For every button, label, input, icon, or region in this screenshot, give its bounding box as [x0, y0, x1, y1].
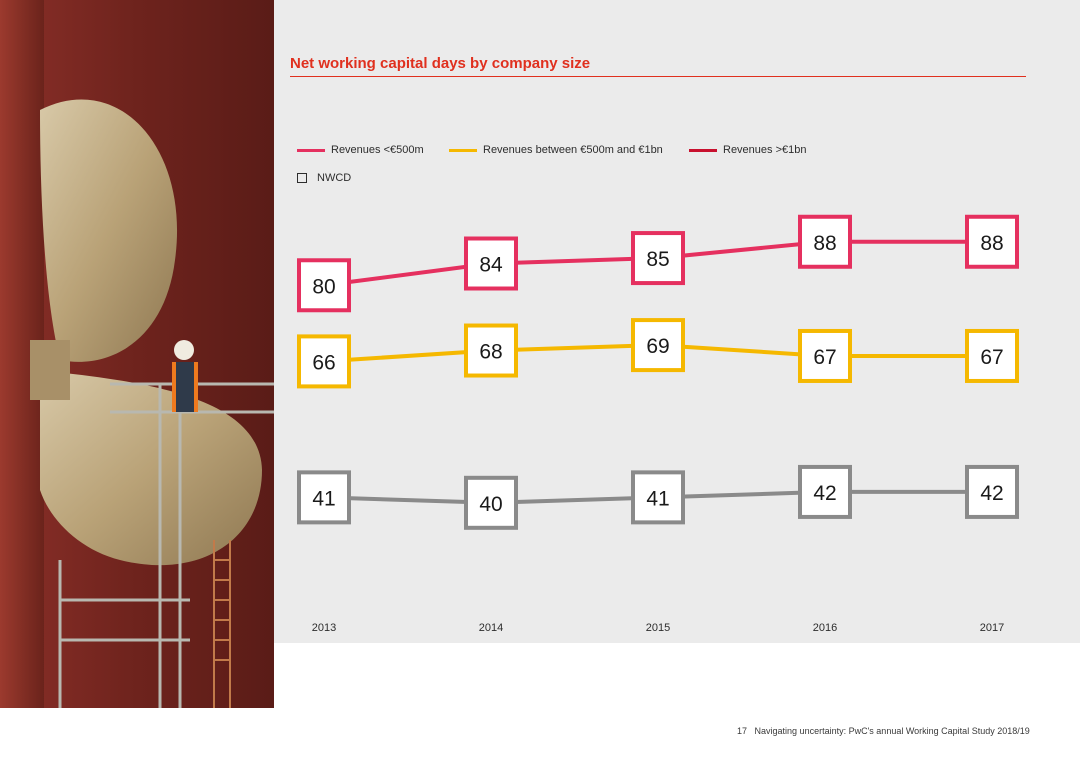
data-label-0-1: 84 [479, 254, 503, 277]
photo-illustration [0, 0, 274, 708]
legend-swatch-small [297, 148, 325, 152]
data-label-0-2: 85 [646, 248, 669, 271]
data-label-2-0: 41 [312, 487, 335, 510]
data-marker-2-0 [297, 470, 351, 525]
data-label-2-4: 42 [980, 482, 1003, 505]
data-label-0-0: 80 [312, 275, 335, 298]
legend-item-large: Revenues >€1bn [689, 144, 806, 156]
data-label-1-2: 69 [646, 335, 669, 358]
legend-label-large: Revenues >€1bn [723, 144, 807, 156]
data-label-0-4: 88 [980, 232, 1003, 255]
data-label-2-2: 41 [646, 487, 669, 510]
data-label-1-4: 67 [980, 346, 1003, 369]
legend-label-medium: Revenues between €500m and €1bn [483, 144, 663, 156]
legend-item-small: Revenues <€500m [297, 144, 424, 156]
page-number: 17 [737, 726, 748, 736]
data-marker-1-3 [798, 328, 852, 383]
legend-swatch-medium [449, 148, 477, 152]
data-label-2-3: 42 [813, 482, 836, 505]
data-marker-1-4 [965, 328, 1019, 383]
data-marker-0-1 [464, 236, 518, 291]
page-footer: 17 Navigating uncertainty: PwC's annual … [737, 726, 1030, 736]
x-tick-label-0: 2013 [312, 622, 336, 634]
data-marker-1-1 [464, 323, 518, 378]
legend-label-nwcd: NWCD [317, 172, 352, 184]
data-label-1-1: 68 [479, 341, 502, 364]
data-marker-1-0 [297, 334, 351, 389]
data-marker-0-0 [297, 258, 351, 313]
page-title: Net working capital days by company size [290, 55, 591, 72]
x-tick-label-4: 2017 [980, 622, 1004, 634]
data-marker-2-4 [965, 464, 1019, 519]
legend-box-icon [297, 173, 307, 183]
data-marker-2-1 [464, 475, 518, 530]
legend-swatch-large [689, 148, 717, 152]
x-tick-label-1: 2014 [479, 622, 503, 634]
legend-item-medium: Revenues between €500m and €1bn [449, 144, 663, 156]
legend-item-nwcd: NWCD [297, 172, 351, 184]
data-marker-2-2 [631, 470, 685, 525]
x-tick-label-2: 2015 [646, 622, 670, 634]
data-marker-2-3 [798, 464, 852, 519]
data-marker-1-2 [631, 318, 685, 373]
data-marker-0-2 [631, 231, 685, 286]
title-divider [290, 76, 1026, 77]
ship-propeller-photo [0, 0, 274, 708]
line-chart: 80 84 85 88 88 66 68 69 67 67 41 40 41 42 42 2013 2014 20… [297, 214, 1019, 634]
data-marker-0-3 [798, 214, 852, 269]
data-label-2-1: 40 [479, 493, 502, 516]
data-label-1-0: 66 [312, 351, 335, 374]
data-label-1-3: 67 [813, 346, 836, 369]
data-marker-0-4 [965, 214, 1019, 269]
x-tick-label-3: 2016 [813, 622, 837, 634]
data-label-0-3: 88 [813, 232, 836, 255]
footer-text: Navigating uncertainty: PwC's annual Wor… [754, 726, 1030, 736]
legend-label-small: Revenues <€500m [331, 144, 424, 156]
